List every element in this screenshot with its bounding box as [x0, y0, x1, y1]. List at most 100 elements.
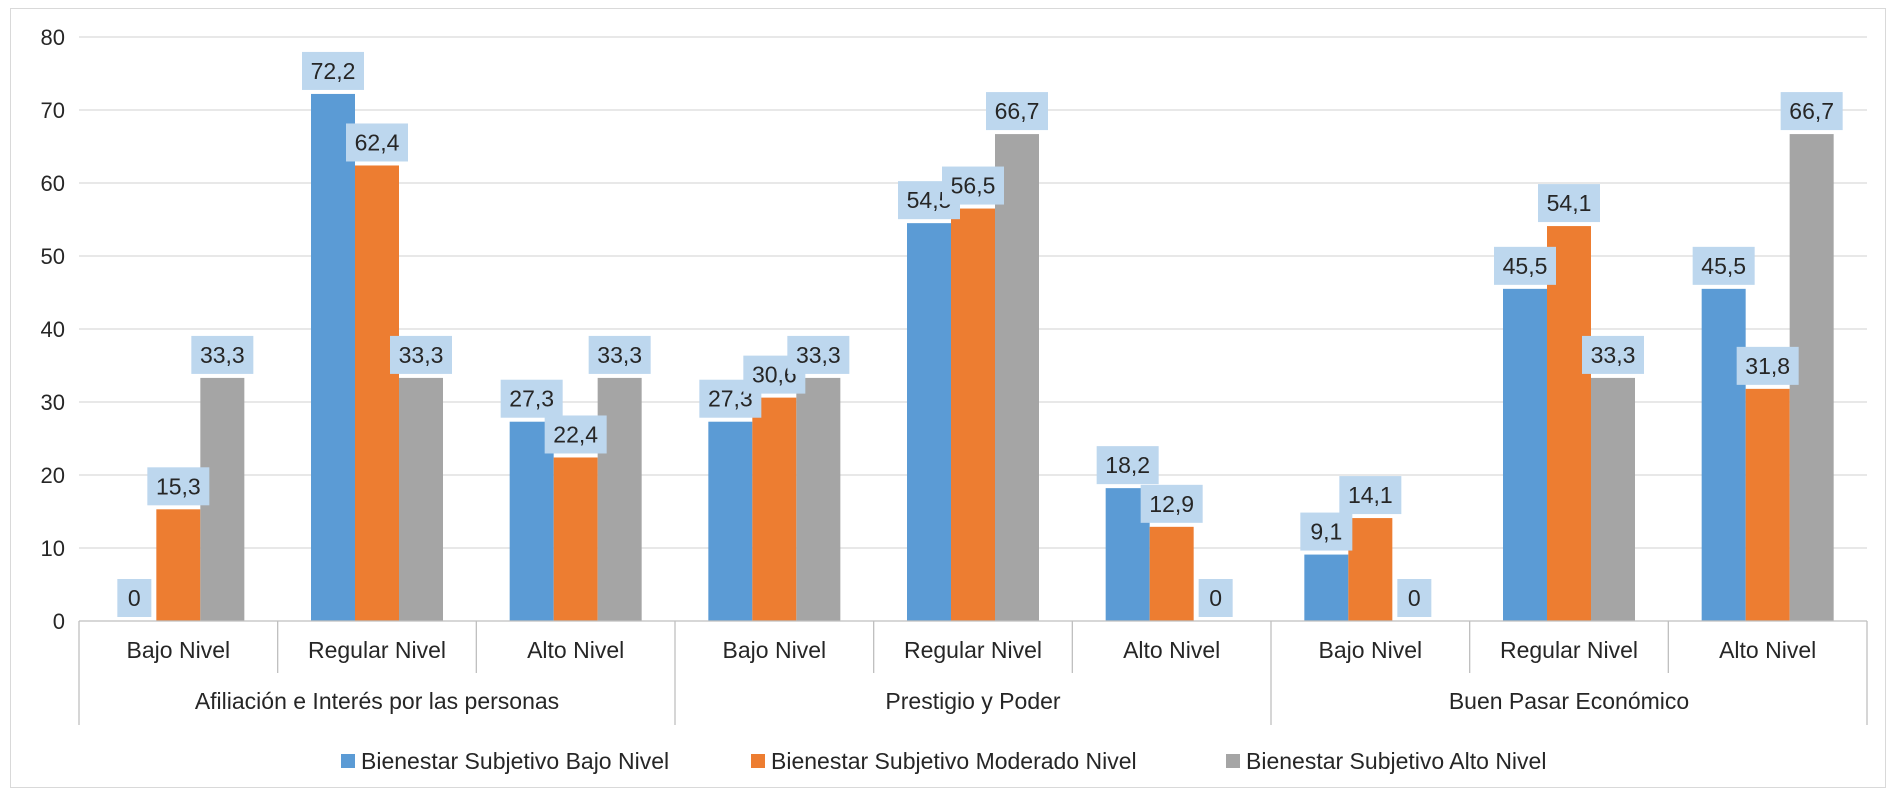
data-label: 33,3	[1582, 335, 1644, 374]
bar	[1547, 226, 1591, 621]
y-tick-label: 30	[41, 390, 65, 415]
data-label: 18,2	[1096, 446, 1159, 485]
data-label-background	[1494, 246, 1556, 285]
y-tick-label: 70	[41, 98, 65, 123]
y-tick-label: 0	[53, 609, 65, 634]
legend-swatch	[341, 754, 355, 768]
data-label-background	[1780, 92, 1843, 131]
x-axis: Bajo Nivel Regular Nivel Alto Nivel Bajo Ni…	[78, 620, 1868, 725]
x-group-label: Buen Pasar Económico	[1449, 688, 1689, 714]
bar	[399, 377, 443, 621]
legend: Bienestar Subjetivo Bajo Nivel Bienestar …	[341, 748, 1546, 774]
bar	[752, 397, 797, 621]
bar	[355, 165, 399, 622]
data-label-background	[1538, 184, 1600, 223]
data-label: 15,3	[147, 467, 210, 506]
data-label-text: 0	[1408, 585, 1421, 611]
data-label-background	[500, 379, 563, 418]
data-label-background	[1397, 579, 1432, 617]
data-label-text: 31,8	[1745, 353, 1790, 379]
legend-label: Bienestar Subjetivo Alto Nivel	[1246, 748, 1546, 774]
bar	[1745, 388, 1790, 621]
data-label-text: 45,5	[1701, 253, 1746, 279]
bar	[597, 377, 642, 621]
data-label: 45,5	[1692, 246, 1755, 285]
data-label-text: 18,2	[1105, 452, 1150, 478]
data-label: 27,3	[699, 379, 762, 418]
data-label-background	[1300, 512, 1353, 551]
data-label-background	[302, 51, 364, 90]
bar	[951, 208, 995, 622]
data-label-text: 56,5	[951, 173, 996, 199]
y-tick-label: 60	[41, 171, 65, 196]
bar	[156, 509, 201, 621]
data-label: 9,1	[1300, 512, 1353, 551]
x-category-label: Regular Nivel	[308, 637, 446, 663]
bar	[995, 134, 1039, 621]
data-label: 54,1	[1538, 184, 1600, 223]
data-label: 0	[1198, 579, 1233, 617]
data-label: 33,3	[787, 335, 850, 374]
data-label: 31,8	[1736, 346, 1799, 385]
data-label-text: 54,1	[1547, 190, 1592, 216]
y-tick-label: 20	[41, 463, 65, 488]
data-label-background	[942, 166, 1004, 205]
data-label: 56,5	[942, 166, 1004, 205]
data-label-background	[191, 335, 254, 374]
x-category-label: Regular Nivel	[1500, 637, 1638, 663]
data-label-text: 33,3	[200, 342, 245, 368]
x-category-label: Bajo Nivel	[1319, 637, 1423, 663]
y-tick-label: 10	[41, 536, 65, 561]
y-axis-ticks: 0 10 20 30 40 50 60 70 80	[41, 25, 65, 634]
bar	[1701, 288, 1746, 621]
data-label-text: 0	[128, 585, 141, 611]
data-label-text: 33,3	[796, 342, 841, 368]
data-label: 14,1	[1339, 476, 1402, 515]
data-label-text: 33,3	[399, 342, 444, 368]
data-label-background	[1140, 484, 1203, 523]
data-label: 66,7	[986, 92, 1048, 131]
data-label-text: 9,1	[1310, 519, 1342, 545]
x-category-label: Alto Nivel	[527, 637, 624, 663]
data-label-text: 14,1	[1348, 482, 1393, 508]
data-label: 0	[1397, 579, 1432, 617]
data-label-background	[1198, 579, 1233, 617]
y-tick-label: 40	[41, 317, 65, 342]
bar	[907, 223, 951, 621]
data-label: 33,3	[390, 335, 452, 374]
data-label-text: 33,3	[597, 342, 642, 368]
legend-swatch	[1226, 754, 1240, 768]
data-label-text: 15,3	[156, 473, 201, 499]
data-label-background	[544, 415, 607, 454]
data-label-background	[390, 335, 452, 374]
data-label: 62,4	[346, 123, 408, 162]
legend-swatch	[751, 754, 765, 768]
x-group-label: Prestigio y Poder	[885, 688, 1060, 714]
data-label-text: 72,2	[311, 58, 356, 84]
data-label-text: 66,7	[1789, 98, 1834, 124]
data-label: 0	[117, 579, 152, 617]
bars	[156, 93, 1834, 622]
data-label-background	[147, 467, 210, 506]
data-label-background	[346, 123, 408, 162]
data-label: 22,4	[544, 415, 607, 454]
data-label-text: 66,7	[995, 98, 1040, 124]
data-label-background	[1736, 346, 1799, 385]
bar	[553, 457, 598, 621]
bar	[796, 377, 841, 621]
data-label: 45,5	[1494, 246, 1556, 285]
data-label-background	[1582, 335, 1644, 374]
chart-frame: 0 10 20 30 40 50 60 70 80 0 72,2 27,3 27,3 54,5 18,2 9…	[10, 8, 1886, 788]
bar	[509, 421, 554, 621]
bar	[1503, 288, 1547, 621]
bar	[1304, 554, 1349, 621]
data-label: 33,3	[588, 335, 651, 374]
y-tick-label: 50	[41, 244, 65, 269]
data-label-text: 33,3	[1591, 342, 1636, 368]
legend-item: Bienestar Subjetivo Alto Nivel	[1226, 748, 1546, 774]
data-label-text: 62,4	[355, 129, 400, 155]
data-label-background	[787, 335, 850, 374]
data-label: 33,3	[191, 335, 254, 374]
bar	[311, 93, 355, 621]
